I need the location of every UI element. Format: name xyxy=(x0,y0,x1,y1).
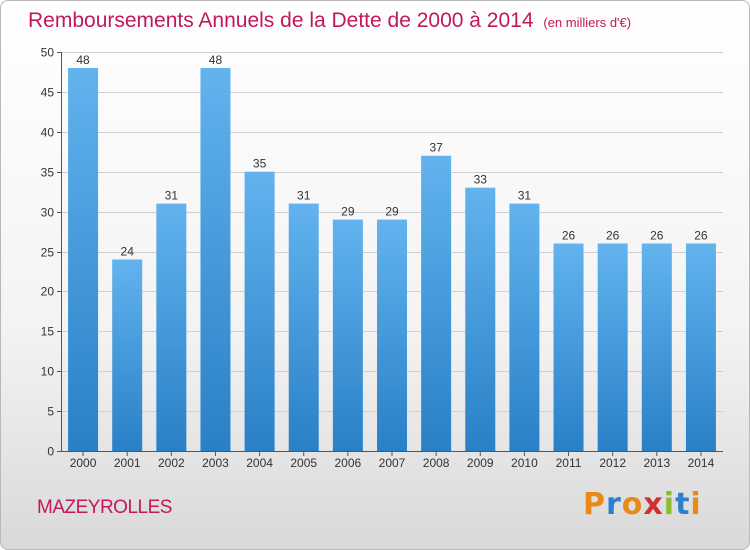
bar-value-label: 31 xyxy=(518,189,532,203)
x-tick-label: 2005 xyxy=(290,456,317,470)
logo-letter: i xyxy=(663,487,676,522)
chart-subtitle: (en milliers d'€) xyxy=(543,15,632,30)
y-tick-label: 40 xyxy=(41,126,55,140)
chart-title: Remboursements Annuels de la Dette de 20… xyxy=(28,9,534,32)
x-tick-label: 2014 xyxy=(688,456,715,470)
x-tick-label: 2010 xyxy=(511,456,538,470)
y-tick-label: 5 xyxy=(47,405,54,419)
y-tick-label: 35 xyxy=(41,166,55,180)
bar xyxy=(288,203,319,451)
x-tick-label: 2004 xyxy=(246,456,273,470)
bar-value-label: 31 xyxy=(165,189,179,203)
bar xyxy=(112,259,143,451)
bar-value-label: 29 xyxy=(341,205,355,219)
logo-letter: r xyxy=(606,487,622,522)
x-tick-label: 2002 xyxy=(158,456,185,470)
bar-value-label: 31 xyxy=(297,189,311,203)
proxiti-logo: Proxiti xyxy=(583,487,702,522)
x-tick-label: 2000 xyxy=(70,456,97,470)
y-tick-label: 45 xyxy=(41,86,55,100)
bar xyxy=(68,67,99,452)
logo-letter: x xyxy=(643,487,664,522)
bar-value-label: 48 xyxy=(76,53,90,67)
bar xyxy=(597,243,628,451)
x-tick-label: 2003 xyxy=(202,456,229,470)
x-tick-label: 2013 xyxy=(643,456,670,470)
y-tick-label: 50 xyxy=(41,46,55,60)
logo-letter: i xyxy=(690,487,702,522)
bar xyxy=(509,203,540,451)
bar xyxy=(685,243,716,451)
y-tick-label: 10 xyxy=(41,365,55,379)
y-tick-label: 15 xyxy=(41,325,55,339)
bar-value-label: 24 xyxy=(121,244,135,258)
x-tick-label: 2012 xyxy=(599,456,626,470)
bar xyxy=(421,155,452,452)
y-tick-label: 0 xyxy=(47,445,54,459)
bar-value-label: 26 xyxy=(562,229,576,243)
x-tick-label: 2011 xyxy=(556,456,582,470)
logo-letter: t xyxy=(675,487,691,522)
bar-value-label: 26 xyxy=(650,229,664,243)
bar xyxy=(244,171,275,451)
bar xyxy=(200,67,231,452)
x-tick-label: 2009 xyxy=(467,456,494,470)
bars xyxy=(68,67,716,452)
y-tick-label: 30 xyxy=(41,206,55,220)
x-tick-label: 2001 xyxy=(114,456,141,470)
x-tick-label: 2008 xyxy=(423,456,450,470)
bar xyxy=(465,187,496,451)
bar xyxy=(332,219,363,451)
x-tick-label: 2006 xyxy=(335,456,362,470)
bar-value-label: 29 xyxy=(385,205,399,219)
bar xyxy=(553,243,584,451)
city-name: MAZEYROLLES xyxy=(37,497,172,518)
bar-value-label: 48 xyxy=(209,53,223,67)
x-tick-label: 2007 xyxy=(379,456,406,470)
labels: 0 5 10 15 20 25 30 35 40 45 50 48 2000 24 2001 31 2002 48… xyxy=(41,46,715,471)
axes xyxy=(57,52,723,456)
logo-letter: o xyxy=(621,487,644,522)
bar-value-label: 33 xyxy=(474,173,488,187)
bar-value-label: 26 xyxy=(606,229,620,243)
bar-value-label: 26 xyxy=(694,229,708,243)
y-tick-label: 20 xyxy=(41,285,55,299)
chart-title-row: Remboursements Annuels de la Dette de 20… xyxy=(28,9,631,33)
bar xyxy=(156,203,187,451)
logo-letter: P xyxy=(583,487,606,522)
bar-value-label: 35 xyxy=(253,157,267,171)
bar-value-label: 37 xyxy=(429,141,443,155)
y-tick-label: 25 xyxy=(41,246,55,260)
bar xyxy=(377,219,407,451)
bar xyxy=(641,243,672,451)
